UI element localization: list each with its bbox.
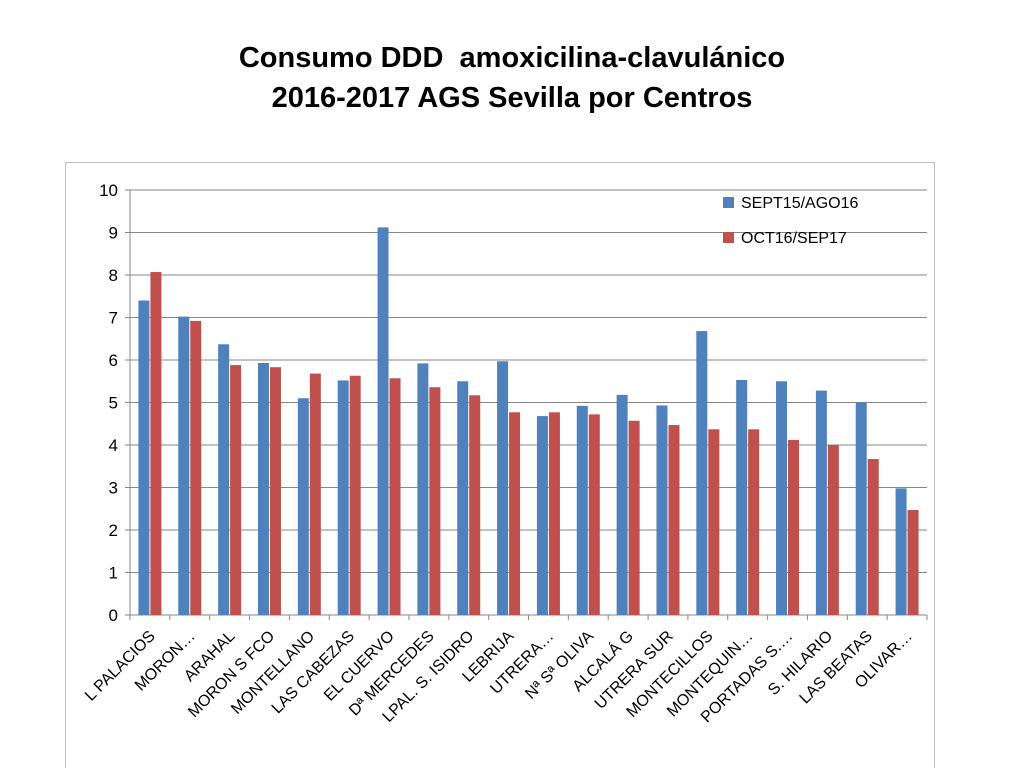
bar-series-2 xyxy=(230,365,242,615)
bar-series-1 xyxy=(257,362,269,615)
y-tick-label: 6 xyxy=(109,351,118,370)
y-tick-label: 2 xyxy=(109,521,118,540)
bar-series-1 xyxy=(138,300,150,615)
y-tick-label: 8 xyxy=(109,266,118,285)
bar-series-2 xyxy=(349,375,361,615)
bar-series-1 xyxy=(815,390,827,615)
bar-series-2 xyxy=(668,425,680,615)
bar-series-1 xyxy=(855,402,867,615)
bar-series-1 xyxy=(417,363,429,615)
bar-series-2 xyxy=(748,429,760,615)
bar-series-2 xyxy=(907,510,919,615)
bar-series-2 xyxy=(628,420,640,615)
chart-area-border xyxy=(65,162,935,768)
y-tick-label: 3 xyxy=(109,479,118,498)
bar-series-2 xyxy=(469,395,481,615)
bar-series-1 xyxy=(497,361,509,615)
bar-series-1 xyxy=(656,405,668,615)
y-tick-label: 4 xyxy=(109,436,118,455)
bar-series-2 xyxy=(389,378,401,615)
y-tick-label: 1 xyxy=(109,564,118,583)
y-tick-label: 9 xyxy=(109,224,118,243)
bar-series-1 xyxy=(337,380,349,615)
bar-series-2 xyxy=(269,367,281,615)
y-tick-label: 0 xyxy=(109,606,118,625)
bar-series-2 xyxy=(588,414,600,615)
bar-series-1 xyxy=(736,379,748,615)
bar-series-2 xyxy=(429,387,441,615)
y-tick-label: 10 xyxy=(99,181,118,200)
chart-title: Consumo DDD amoxicilina-clavulánico 2016… xyxy=(0,38,1024,118)
bar-series-1 xyxy=(696,331,708,615)
bar-series-1 xyxy=(457,381,469,615)
chart-title-line-2: 2016-2017 AGS Sevilla por Centros xyxy=(271,82,753,114)
bar-series-1 xyxy=(218,344,230,615)
legend-swatch xyxy=(723,197,734,208)
legend-label: SEPT15/AGO16 xyxy=(741,195,858,212)
bar-series-1 xyxy=(776,381,788,615)
bar-series-2 xyxy=(827,445,839,615)
chart-title-line-1: Consumo DDD amoxicilina-clavulánico xyxy=(238,42,786,74)
bar-series-2 xyxy=(548,412,560,615)
bar-series-2 xyxy=(509,412,521,615)
y-tick-label: 7 xyxy=(109,309,118,328)
bar-series-1 xyxy=(616,394,628,615)
bar-series-2 xyxy=(788,439,800,615)
bar-series-1 xyxy=(576,405,588,615)
bar-series-2 xyxy=(309,373,321,615)
bar-series-2 xyxy=(190,320,202,615)
legend-label: OCT16/SEP17 xyxy=(741,230,847,247)
bar-series-1 xyxy=(895,488,907,615)
bar-series-2 xyxy=(150,272,162,615)
bar-series-1 xyxy=(536,416,548,615)
bar-series-2 xyxy=(867,459,879,615)
y-tick-label: 5 xyxy=(109,394,118,413)
bar-series-2 xyxy=(708,429,720,615)
bar-series-1 xyxy=(377,227,389,615)
bar-series-1 xyxy=(297,398,309,615)
bar-series-1 xyxy=(178,316,190,615)
legend-swatch xyxy=(723,232,734,243)
